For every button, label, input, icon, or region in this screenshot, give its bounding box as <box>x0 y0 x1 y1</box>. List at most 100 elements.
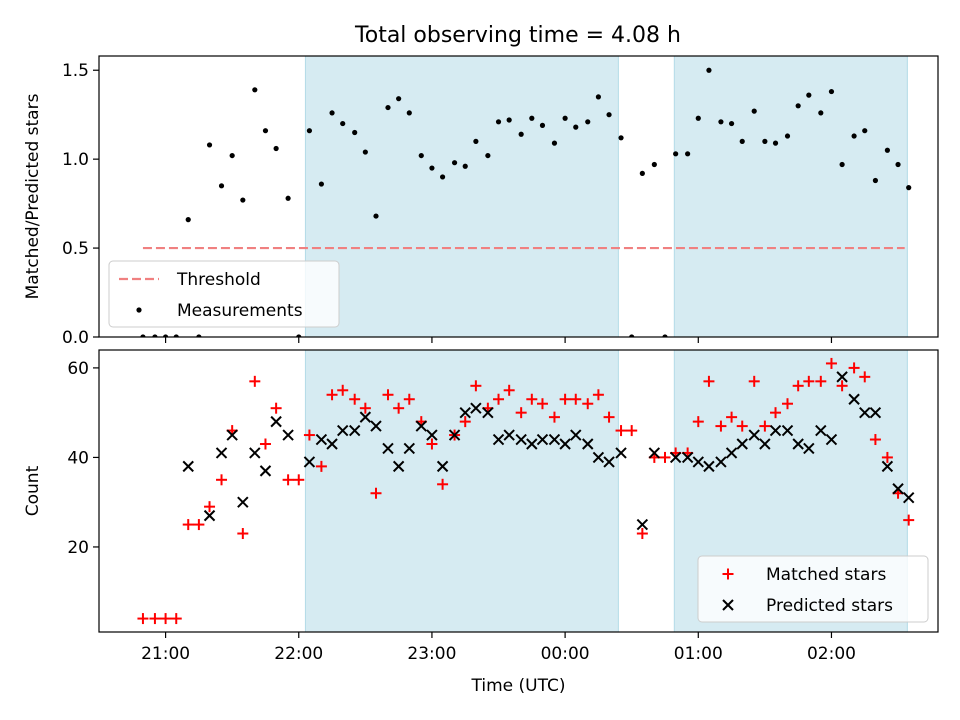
predicted-star-point <box>859 406 871 419</box>
measurement-point <box>818 110 824 116</box>
series-matched-stars <box>137 357 915 625</box>
measurement-point <box>439 174 446 180</box>
measurement-point <box>529 115 535 121</box>
predicted-star-point <box>249 447 261 459</box>
legend-frame <box>697 555 929 623</box>
series-measurements <box>140 67 912 337</box>
matched-star-point <box>526 393 538 405</box>
matched-star-point <box>748 375 760 387</box>
predicted-star-point <box>337 424 349 437</box>
matched-star-point <box>592 389 604 401</box>
predicted-star-point <box>492 433 505 446</box>
measurement-point <box>662 334 668 337</box>
measurement-point <box>252 87 258 93</box>
measurement-point <box>340 120 346 127</box>
measurement-point <box>296 334 302 337</box>
predicted-star-point <box>748 429 760 441</box>
measurement-point <box>884 147 890 153</box>
measurement-point <box>173 334 179 337</box>
predicted-star-point <box>503 429 515 441</box>
matched-star-point <box>869 434 881 446</box>
matched-star-point <box>137 613 149 625</box>
matched-star-point <box>270 402 282 414</box>
y-tick-label: 20 <box>67 538 89 558</box>
matched-star-point <box>626 425 638 437</box>
matched-star-point <box>570 393 582 405</box>
measurement-point <box>595 94 602 100</box>
measurement-point <box>639 170 645 176</box>
measurement-point <box>828 88 835 95</box>
legend-label: Predicted stars <box>766 596 893 616</box>
measurement-point <box>906 185 912 191</box>
matched-star-point <box>792 380 804 392</box>
measurement-point <box>362 149 368 155</box>
predicted-star-point <box>270 415 282 428</box>
matched-star-point <box>515 407 527 419</box>
measurement-point <box>495 119 502 125</box>
predicted-star-point <box>259 465 272 477</box>
axes-frame <box>98 55 939 338</box>
predicted-star-point <box>603 456 615 468</box>
measurement-point <box>152 334 158 337</box>
x-tick-label: 00:00 <box>541 644 590 664</box>
matched-star-point <box>703 375 715 387</box>
predicted-star-point <box>470 402 482 414</box>
predicted-star-point <box>559 438 571 450</box>
y-tick-label: 0.0 <box>62 328 89 348</box>
predicted-star-point <box>459 406 471 419</box>
predicted-star-point <box>326 438 338 450</box>
matched-star-point <box>437 478 449 490</box>
matched-star-point <box>237 528 249 540</box>
measurement-point <box>306 128 313 134</box>
measurement-point <box>396 96 402 102</box>
matched-star-point <box>692 416 704 428</box>
observing-interval-0 <box>304 349 619 633</box>
x-tick-label: 22:00 <box>274 644 323 664</box>
predicted-star-point <box>769 424 782 437</box>
x-tick-label: 02:00 <box>807 644 856 664</box>
predicted-star-point <box>725 447 738 459</box>
matched-star-point <box>393 402 405 414</box>
matched-star-point <box>293 474 305 486</box>
measurement-point <box>162 334 169 337</box>
legend: Matched stars Predicted stars <box>697 555 929 623</box>
measurement-point <box>895 161 901 168</box>
predicted-star-point <box>848 393 860 405</box>
measurement-point <box>618 135 624 141</box>
predicted-star-point <box>348 424 361 437</box>
measurement-point <box>318 181 325 187</box>
measurement-point <box>429 165 435 171</box>
predicted-star-point <box>203 509 216 522</box>
predicted-star-point <box>736 438 748 450</box>
matched-star-point <box>337 384 349 396</box>
legend-measurement-marker <box>136 307 142 313</box>
matched-star-point <box>881 451 893 463</box>
measurement-point <box>185 217 191 223</box>
matched-star-point <box>259 438 271 450</box>
measurement-point <box>629 334 635 337</box>
measurement-point <box>695 115 701 121</box>
measurement-point <box>518 131 524 137</box>
predicted-star-point <box>237 496 249 508</box>
measurement-point <box>562 115 568 121</box>
matched-star-point <box>359 402 371 414</box>
predicted-star-point <box>825 433 838 446</box>
predicted-star-point <box>182 460 194 473</box>
observing-interval-1 <box>673 55 908 338</box>
predicted-star-point <box>892 483 904 495</box>
axes-frame <box>98 349 939 633</box>
predicted-star-point <box>715 456 727 468</box>
measurement-point <box>418 152 424 159</box>
matched-star-point <box>470 380 482 392</box>
plot-area <box>137 357 915 625</box>
measurement-point <box>751 108 757 114</box>
measurement-point <box>551 140 558 146</box>
legend-frame <box>108 260 340 328</box>
measurement-point <box>706 67 712 73</box>
predicted-star-point <box>615 447 627 459</box>
measurement-point <box>485 152 491 159</box>
predicted-star-point <box>448 429 461 441</box>
measurement-point <box>352 129 358 136</box>
legend: Threshold Measurements <box>108 260 340 328</box>
predicted-star-point <box>415 420 427 432</box>
